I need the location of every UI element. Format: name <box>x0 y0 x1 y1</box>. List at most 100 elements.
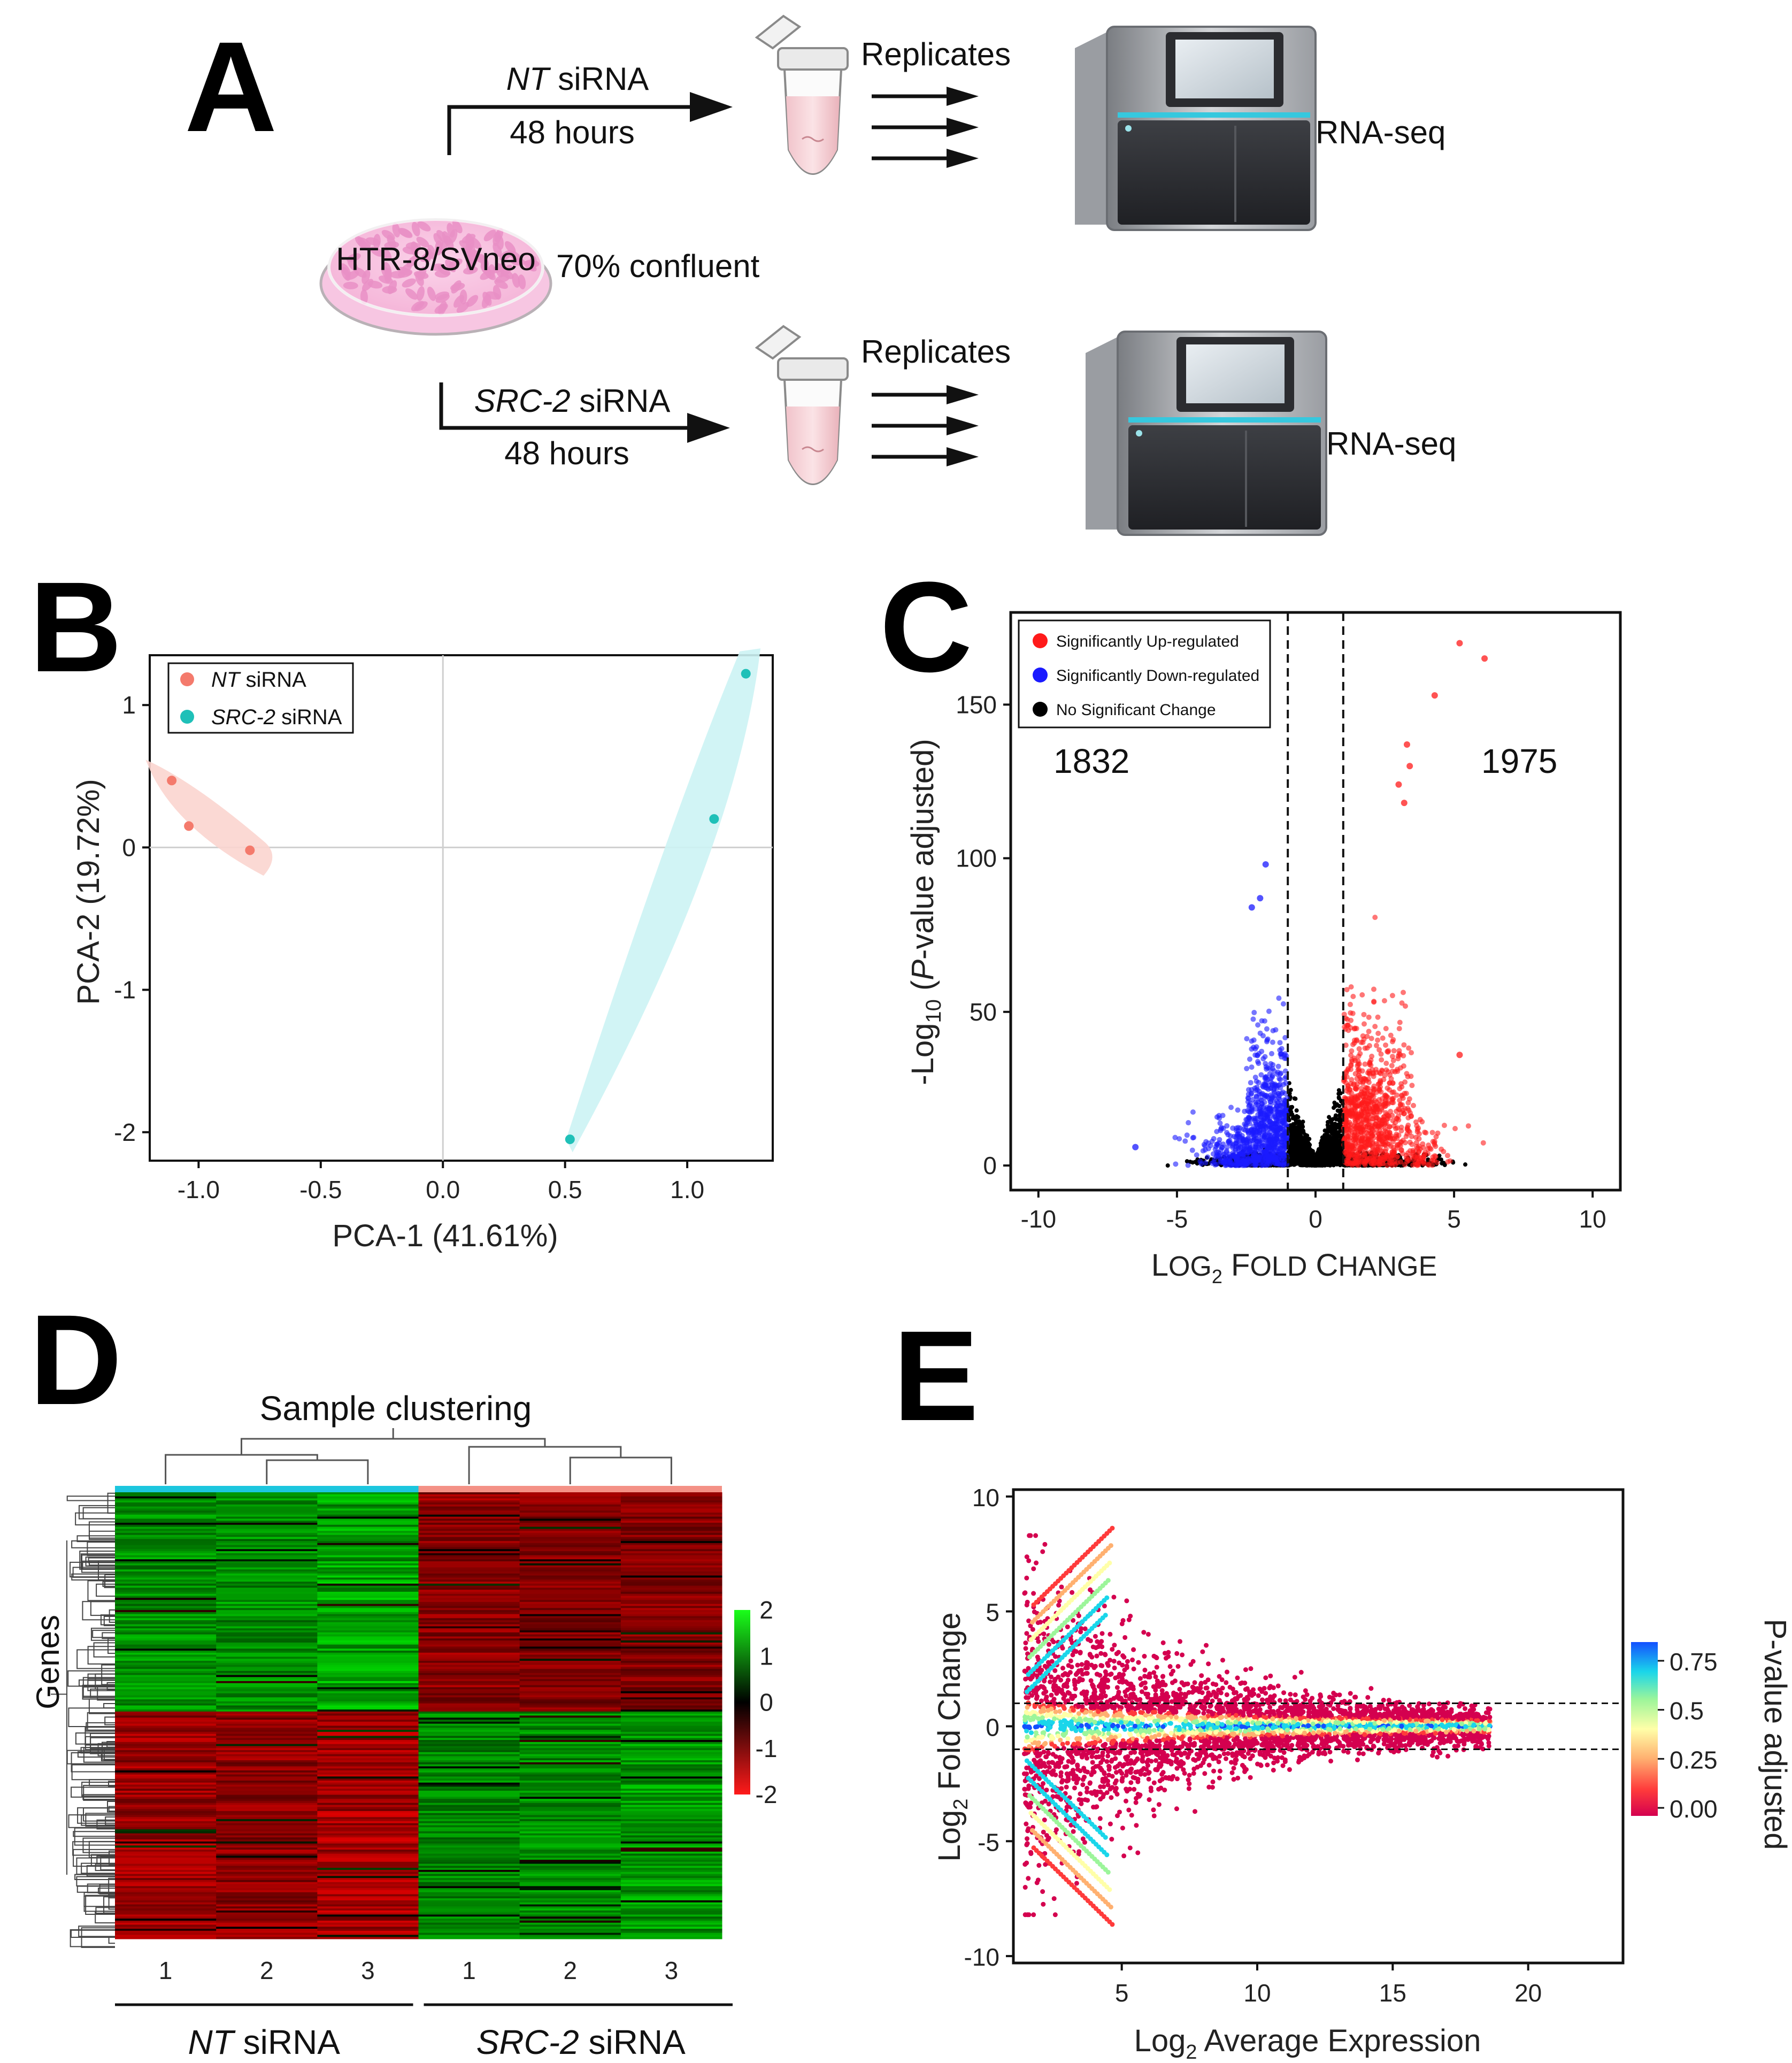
heatmap-cell <box>519 1549 621 1552</box>
volcano-point-ns <box>1190 1160 1195 1165</box>
heatmap-cell <box>317 1492 419 1495</box>
heatmap-cell <box>317 1579 419 1582</box>
volcano-legend: Significantly Up-regulatedSignificantly … <box>1018 619 1271 728</box>
volcano-xtick-label: -5 <box>1166 1205 1188 1233</box>
volcano-point-down <box>1224 1148 1229 1154</box>
volcano-legend-label-1: Significantly Down-regulated <box>1056 667 1259 685</box>
volcano-ytick-label: 50 <box>970 998 997 1026</box>
heatmap-cell <box>418 1567 520 1570</box>
volcano-point-up <box>1375 1014 1381 1020</box>
heatmap-cell <box>317 1563 419 1566</box>
volcano-point-up <box>1346 1137 1352 1143</box>
heatmap-cell <box>216 1494 318 1497</box>
heatmap-cell <box>317 1583 419 1586</box>
volcano-point-down <box>1173 1161 1179 1167</box>
volcano-point-ns <box>1335 1134 1340 1139</box>
volcano-point-down <box>1249 1038 1255 1044</box>
cell-shape <box>398 228 413 239</box>
heatmap-cell <box>216 1579 318 1582</box>
volcano-point-down <box>1265 1156 1271 1162</box>
heatmap-cell <box>418 1521 520 1523</box>
volcano-point-up <box>1389 1090 1395 1095</box>
volcano-point-ns <box>1463 1162 1468 1167</box>
volcano-point-highlight-9 <box>1248 904 1255 911</box>
heatmap-cell <box>115 1524 217 1528</box>
volcano-point-up <box>1359 992 1365 998</box>
heatmap-cell <box>620 1555 722 1558</box>
heatmap-cell <box>216 1539 318 1542</box>
volcano-point-up <box>1405 1073 1411 1079</box>
volcano-point-down <box>1264 1066 1270 1072</box>
volcano-point-down <box>1267 1115 1273 1121</box>
heatmap-cell <box>620 1549 722 1552</box>
cell-shape <box>353 267 367 278</box>
volcano-point-ns <box>1333 1126 1337 1131</box>
heatmap-cell <box>115 1585 217 1588</box>
volcano-point-down <box>1251 1045 1257 1050</box>
volcano-point-up <box>1348 1052 1354 1058</box>
cell-shape <box>378 275 394 284</box>
top-branch-arrowhead <box>690 92 733 122</box>
panel-letter-c: C <box>880 555 972 699</box>
volcano-point-down <box>1276 1159 1282 1165</box>
heatmap-cell <box>620 1494 722 1497</box>
heatmap-cell <box>519 1565 621 1568</box>
volcano-point-down <box>1236 1148 1242 1154</box>
volcano-point-up <box>1357 1146 1363 1152</box>
heatmap-cell <box>620 1547 722 1550</box>
heatmap-cell <box>115 1583 217 1586</box>
xlabel-og: OG <box>1168 1251 1212 1282</box>
volcano-point-ns <box>1298 1160 1303 1165</box>
volcano-point-up <box>1375 1030 1381 1036</box>
volcano-point-ns <box>1325 1130 1329 1134</box>
heatmap-cell <box>519 1577 621 1580</box>
heatmap-cell <box>620 1577 722 1580</box>
heatmap-cell <box>519 1527 621 1529</box>
volcano-point-down <box>1255 1059 1261 1064</box>
volcano-point-up <box>1348 1010 1353 1016</box>
volcano-point-ns <box>1324 1144 1329 1148</box>
volcano-point-ns <box>1295 1135 1300 1140</box>
volcano-point-up <box>1349 1057 1355 1063</box>
cell-shape <box>347 253 361 262</box>
heatmap-cell <box>620 1502 722 1505</box>
heatmap-cell <box>620 1496 722 1499</box>
heatmap-cell <box>519 1547 621 1550</box>
volcano-point-down <box>1184 1132 1190 1138</box>
volcano-ytick-label: 0 <box>983 1152 997 1179</box>
heatmap-cell <box>115 1500 217 1503</box>
cell-shape <box>417 266 427 281</box>
sequencer-icon-bottom <box>1086 331 1327 536</box>
cell-shape <box>340 263 351 277</box>
heatmap-cell <box>216 1537 318 1539</box>
cell-shape <box>402 247 418 255</box>
legend-gene: NT <box>211 668 241 692</box>
heatmap-cell <box>317 1502 419 1505</box>
legend-suffix: siRNA <box>240 668 306 692</box>
volcano-point-up <box>1343 1121 1349 1127</box>
heatmap-cell <box>115 1575 217 1578</box>
volcano-point-down <box>1273 1027 1279 1033</box>
bottom-branch-arrowhead <box>687 413 730 443</box>
cell-shape <box>360 289 368 304</box>
heatmap-cell <box>216 1555 318 1558</box>
heatmap-cell <box>115 1510 217 1513</box>
heatmap-cell <box>115 1555 217 1558</box>
cell-shape <box>343 281 358 289</box>
volcano-point-down <box>1176 1136 1182 1142</box>
volcano-point-down <box>1218 1158 1224 1164</box>
cell-shape <box>383 262 392 277</box>
heatmap-cell <box>317 1527 419 1529</box>
heatmap-cell <box>317 1575 419 1578</box>
volcano-point-ns <box>1291 1147 1296 1152</box>
heatmap-cell <box>317 1521 419 1523</box>
volcano-point-up <box>1379 1117 1385 1123</box>
volcano-point-down <box>1262 1054 1268 1060</box>
heatmap-cell <box>115 1559 217 1562</box>
heatmap-cell <box>519 1532 621 1536</box>
heatmap-cell <box>519 1506 621 1509</box>
heatmap-cell <box>418 1527 520 1529</box>
volcano-point-down <box>1268 1050 1274 1056</box>
